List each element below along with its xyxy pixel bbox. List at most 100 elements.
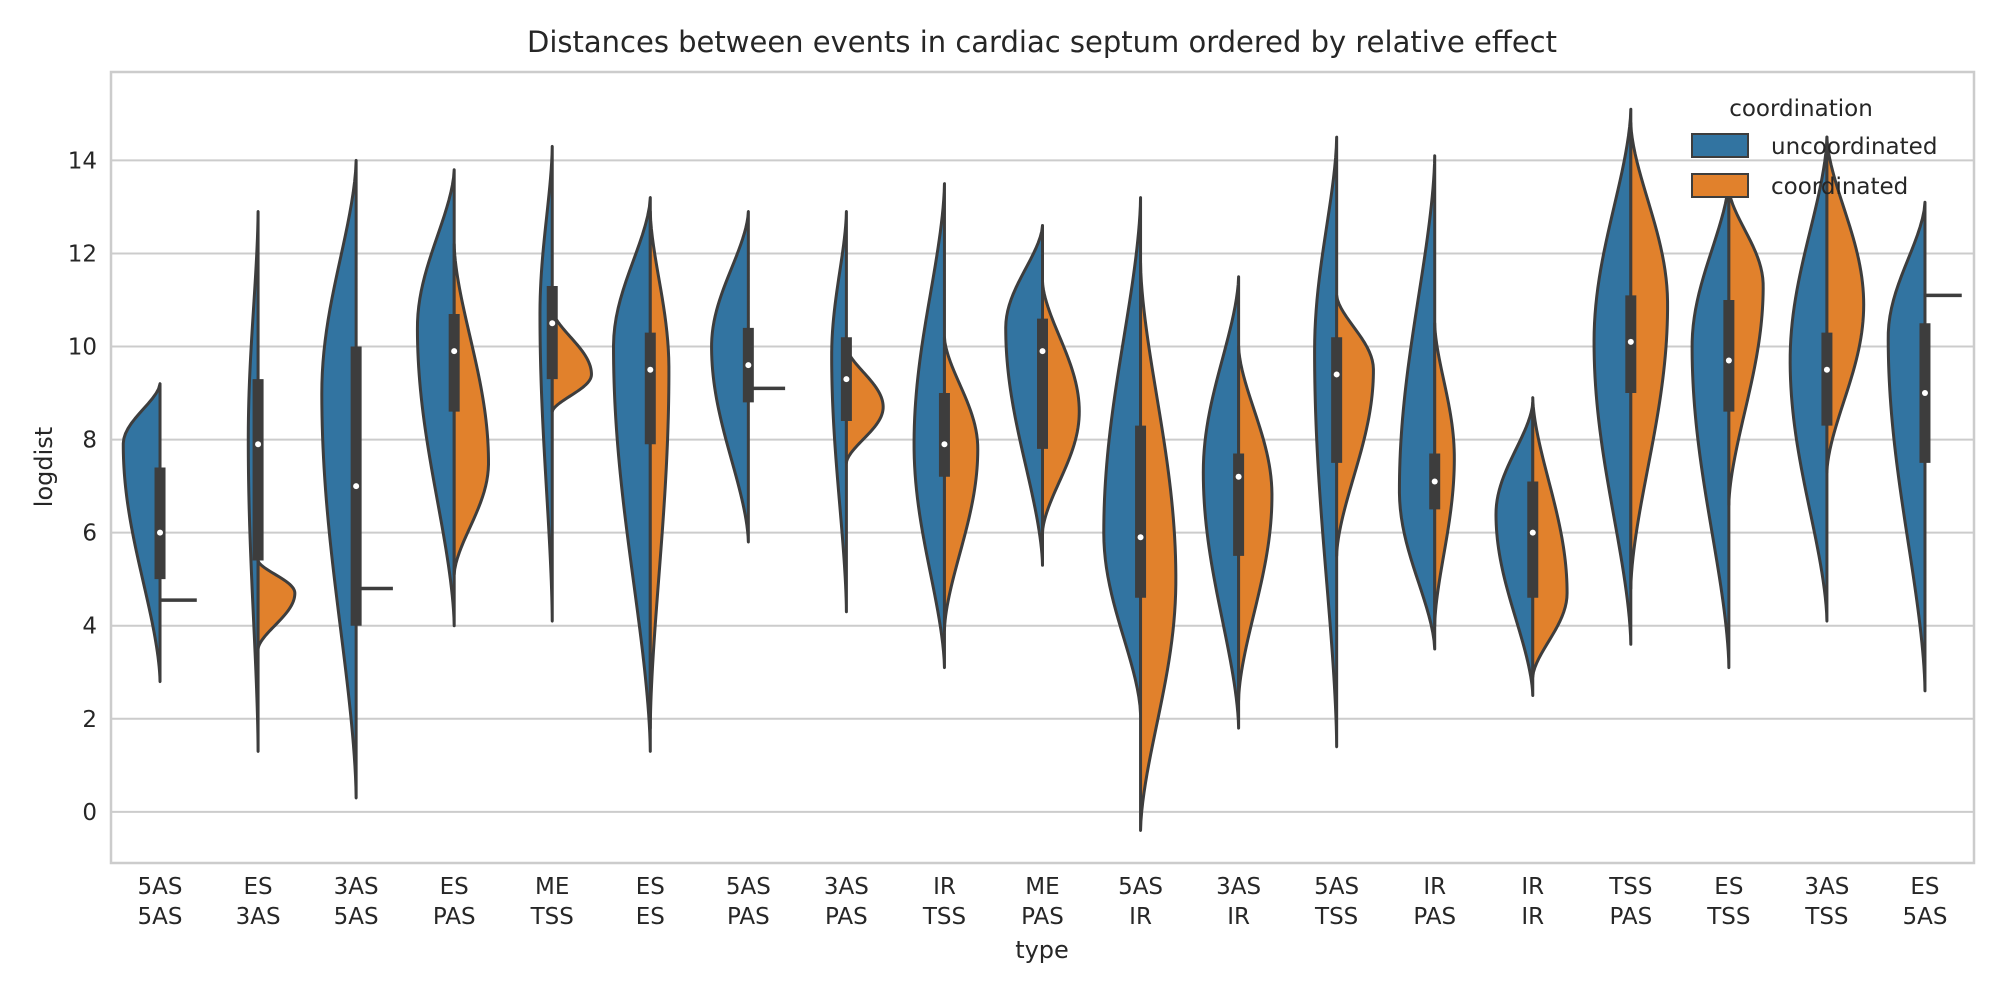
violin-right-half [942,335,980,632]
x-tick-label-bottom: TSS [1314,904,1358,930]
x-tick-label-bottom: IR [1521,904,1544,930]
y-tick-label: 0 [82,800,97,826]
violin-median-dot [1921,390,1928,397]
violin-left-half [121,382,162,684]
legend-title: coordination [1729,96,1873,122]
x-tick-label-top: 5AS [726,874,771,900]
violin-right-half [1433,321,1456,628]
x-tick-label-bottom: 5AS [334,904,379,930]
violin-left-half [1494,400,1535,697]
legend-swatch-coordinated [1691,173,1749,198]
violin-left-half [1201,275,1241,730]
x-tick-label-bottom: 5AS [1902,904,1947,930]
violin-right-half [1629,121,1670,590]
violin-right-half [1041,279,1081,535]
y-tick-label: 14 [68,148,97,174]
y-tick-labels: 0 2 4 6 8 10 12 14 [68,148,97,825]
violin-group [1494,396,1569,697]
violin-left-half [1788,135,1829,623]
y-axis-label: logdist [30,427,58,507]
x-tick-label-top: 5AS [138,874,183,900]
violin-median-dot [1235,473,1242,480]
x-tick-label-top: ES [1714,874,1743,900]
violin-group [1886,200,1962,693]
violin-group [1690,177,1765,670]
x-tick-label-bottom: 5AS [138,904,183,930]
x-tick-label-top: 3AS [1216,874,1261,900]
violin-group [320,158,393,800]
chart-title: Distances between events in cardiac sept… [527,25,1557,59]
violin-group [912,182,980,670]
x-tick-label-top: 3AS [334,874,379,900]
violin-group [1788,135,1866,623]
y-tick-label: 10 [68,335,97,361]
violin-left-half [1313,135,1339,749]
x-tick-labels: 5AS 5AS ES 3AS 3AS 5AS ES PAS ME TSS ES ES 5AS PAS 3AS… [138,874,1948,930]
plot-frame [109,70,1976,865]
violin-median-dot [353,483,360,490]
x-tick-label-top: 5AS [1314,874,1359,900]
violin-left-half [830,210,848,614]
y-tick-label: 12 [68,241,97,267]
violin-right-half [256,559,297,651]
x-tick-label-top: ES [440,874,469,900]
x-tick-label-bottom: IR [1227,904,1250,930]
violin-group [1592,107,1670,646]
violin-median-dot [1529,529,1536,536]
violin-left-half [1690,177,1731,670]
violin-right-half [1139,261,1178,832]
x-tick-label-bottom: TSS [1706,904,1750,930]
violin-left-half [538,144,554,623]
y-tick-label: 2 [82,707,97,733]
violin-median-dot [157,529,164,536]
x-tick-label-bottom: PAS [825,904,868,930]
violin-median-dot [451,348,458,355]
violin-group [710,210,786,544]
violin-median-dot [1627,338,1634,345]
x-tick-label-bottom: PAS [1609,904,1652,930]
legend-label-uncoordinated: uncoordinated [1771,134,1937,160]
x-tick-label-top: 3AS [1804,874,1849,900]
x-tick-label-top: TSS [1608,874,1652,900]
y-tick-label: 6 [82,521,97,547]
violin-right-half [1335,293,1375,558]
y-tick-label: 8 [82,428,97,454]
violin-median-dot [1039,348,1046,355]
x-tick-label-top: IR [1521,874,1544,900]
violin-group [415,168,490,628]
violin-group [1102,196,1178,832]
violin-median-dot [941,441,948,448]
violin-right-half [1825,135,1866,474]
violin-right-half [1531,396,1569,679]
legend-label-coordinated: coordinated [1771,174,1908,200]
violin-left-half [612,196,652,753]
violin-group [612,196,671,753]
violin-group [246,210,297,753]
violin-left-half [1397,154,1437,651]
violin-left-half [1102,196,1143,716]
violin-right-half [550,307,593,414]
x-tick-label-bottom: TSS [530,904,574,930]
x-tick-label-bottom: ES [636,904,665,930]
violin-group [1201,275,1274,730]
violin-left-half [1886,200,1927,693]
violin-left-half [415,168,456,628]
violin-right-half [1727,186,1765,507]
violin-median-dot [1137,534,1144,541]
violin-median-dot [1823,366,1830,373]
x-tick-label-bottom: IR [1129,904,1152,930]
y-tick-label: 4 [82,614,97,640]
violin-median-dot [843,376,850,383]
x-tick-label-top: 3AS [824,874,869,900]
violin-left-half [1004,224,1044,567]
violin-left-half [1592,107,1633,646]
violin-right-half [844,345,885,465]
violins [121,107,1962,832]
violin-right-half [1237,345,1274,702]
x-tick-label-top: 5AS [1118,874,1163,900]
violin-group [1313,135,1375,749]
x-tick-label-bottom: 3AS [236,904,281,930]
violin-right-half [648,210,671,730]
x-tick-label-top: ME [535,874,569,900]
